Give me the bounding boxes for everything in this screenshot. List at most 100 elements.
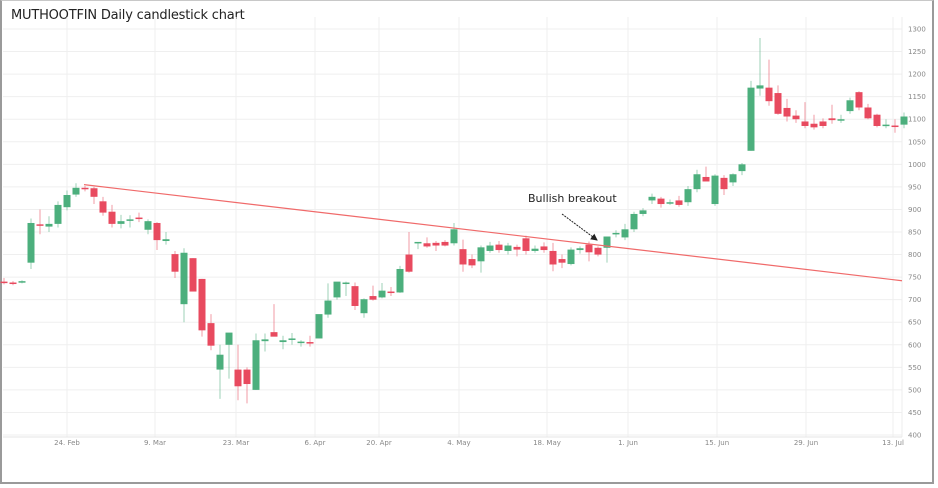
candle-body <box>621 229 629 238</box>
candle-down <box>783 98 791 122</box>
candle-body <box>738 164 746 172</box>
candle-up <box>738 162 746 176</box>
candle-up <box>900 112 908 129</box>
candle-body <box>270 332 278 337</box>
candle-body <box>180 252 188 305</box>
candle-body <box>864 107 872 119</box>
candle-body <box>369 296 377 300</box>
candles <box>0 38 908 404</box>
candle-body <box>891 125 899 128</box>
candle-body <box>9 282 17 285</box>
candle-down <box>891 119 899 133</box>
candle-body <box>468 259 476 266</box>
candle-body <box>261 339 269 342</box>
candle-down <box>549 242 557 272</box>
candle-down <box>720 175 728 196</box>
candle-down <box>675 195 683 207</box>
candle-body <box>63 195 71 208</box>
candle-body <box>324 300 332 315</box>
candle-down <box>369 285 377 301</box>
y-tick-label: 700 <box>908 296 921 304</box>
candle-down <box>585 241 593 262</box>
candle-up <box>72 183 80 197</box>
candle-down <box>702 166 710 182</box>
y-tick-label: 400 <box>908 432 921 440</box>
candle-body <box>783 107 791 117</box>
candle-down <box>108 204 116 228</box>
y-tick-label: 650 <box>908 319 921 327</box>
candle-up <box>531 245 539 253</box>
y-tick-label: 550 <box>908 364 921 372</box>
candle-body <box>648 196 656 201</box>
candle-down <box>198 278 206 337</box>
trendline <box>83 184 903 282</box>
grid-lines <box>3 17 903 438</box>
candle-body <box>126 219 134 221</box>
trendline-line <box>83 184 903 282</box>
candle-body <box>531 248 539 251</box>
candle-body <box>765 87 773 102</box>
y-tick-label: 1100 <box>908 116 926 124</box>
candle-body <box>405 254 413 272</box>
candle-up <box>504 242 512 255</box>
candle-body <box>27 222 35 263</box>
candle-body <box>144 221 152 230</box>
y-tick-label: 1150 <box>908 93 926 101</box>
candle-body <box>351 286 359 306</box>
candle-body <box>522 238 530 251</box>
candle-body <box>243 369 251 385</box>
x-tick-label: 20. Apr <box>366 439 392 447</box>
candle-down <box>207 314 215 351</box>
candle-body <box>117 221 125 224</box>
y-tick-label: 1200 <box>908 71 926 79</box>
candle-body <box>72 187 80 195</box>
candle-up <box>333 281 341 300</box>
candle-up <box>477 245 485 273</box>
candle-body <box>0 281 8 284</box>
candle-body <box>153 222 161 241</box>
x-tick-label: 1. Jun <box>618 439 638 447</box>
candle-body <box>171 254 179 272</box>
candle-body <box>450 229 458 244</box>
y-tick-label: 600 <box>908 341 921 349</box>
candle-down <box>441 240 449 247</box>
candle-up <box>837 114 845 123</box>
candle-body <box>99 201 107 213</box>
candle-body <box>189 258 197 292</box>
candle-body <box>432 242 440 246</box>
candle-up <box>450 222 458 246</box>
candle-down <box>423 237 431 248</box>
candle-body <box>567 249 575 265</box>
candle-down <box>153 222 161 251</box>
candle-up <box>279 335 287 350</box>
candle-up <box>261 333 269 352</box>
candle-down <box>855 91 863 111</box>
candle-down <box>765 59 773 106</box>
candle-body <box>540 246 548 251</box>
candle-body <box>756 85 764 89</box>
candle-up <box>567 247 575 266</box>
y-tick-label: 1050 <box>908 138 926 146</box>
candle-body <box>657 198 665 205</box>
candle-body <box>630 213 638 230</box>
candle-down <box>81 185 89 192</box>
candle-body <box>333 281 341 298</box>
candle-body <box>594 247 602 255</box>
candle-body <box>360 299 368 314</box>
candle-down <box>594 246 602 257</box>
candle-body <box>387 291 395 294</box>
candle-down <box>495 241 503 253</box>
candle-down <box>9 281 17 286</box>
x-tick-label: 13. Jul <box>882 439 904 447</box>
candle-up <box>162 232 170 245</box>
y-tick-label: 500 <box>908 386 921 394</box>
candle-body <box>306 342 314 344</box>
candle-down <box>135 212 143 223</box>
candle-down <box>522 235 530 255</box>
candle-up <box>63 190 71 211</box>
candle-body <box>216 354 224 370</box>
x-tick-label: 6. Apr <box>304 439 325 447</box>
candle-up <box>612 230 620 238</box>
x-tick-label: 29. Jun <box>794 439 818 447</box>
candle-up <box>324 283 332 318</box>
